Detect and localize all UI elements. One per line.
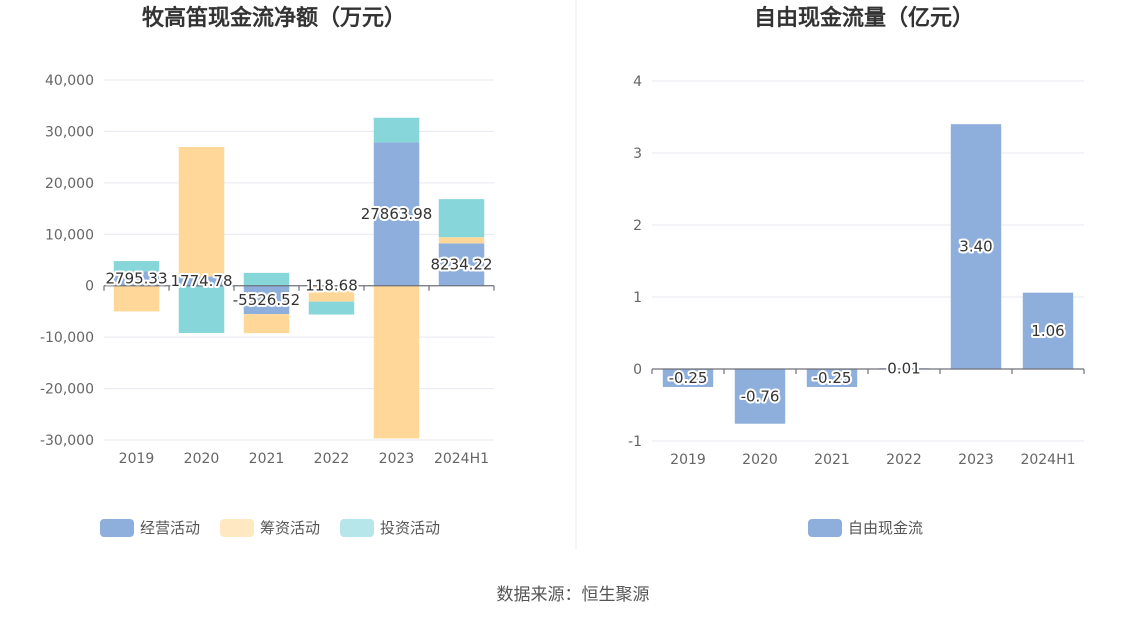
y-tick-label: 40,000 — [45, 73, 94, 89]
x-tick-label: 2021 — [814, 452, 850, 468]
y-tick-label: 30,000 — [45, 124, 94, 140]
x-tick-label: 2022 — [886, 452, 922, 468]
chart2-bars — [662, 124, 1074, 424]
chart2-legend: 自由现金流 — [808, 519, 923, 537]
bar-financing-2019 — [113, 285, 160, 312]
legend-item-fcf[interactable]: 自由现金流 — [808, 519, 923, 537]
data-label: -0.25 — [669, 369, 708, 387]
legend-swatch — [100, 519, 134, 537]
chart1-data-labels: 2795.33 1774.78-5526.52 118.68 27863.98 8234… — [103, 203, 494, 311]
bar-investing-2023 — [373, 117, 420, 143]
x-tick-label: 2019 — [670, 452, 706, 468]
chart2-title: 自由现金流量（亿元） — [754, 5, 974, 31]
bar-financing-2022 — [308, 285, 355, 302]
legend-swatch — [808, 519, 842, 537]
chart1-legend: 经营活动 筹资活动 投资活动 — [100, 519, 440, 537]
y-tick-label: -10,000 — [40, 330, 94, 346]
data-label: 27863.98 — [361, 205, 433, 223]
y-tick-label: -1 — [628, 434, 642, 450]
bar-fcf-2019 — [662, 369, 714, 387]
data-label: -0.25 — [813, 369, 852, 387]
legend-swatch — [220, 519, 254, 537]
data-label: -0.76 — [741, 387, 780, 405]
legend-swatch — [340, 519, 374, 537]
chart2-data-labels: -0.25 -0.76 -0.25 0.01 3.40 1.06 — [667, 236, 1067, 408]
y-tick-label: 0 — [85, 279, 94, 295]
bar-operating-2023 — [373, 142, 420, 286]
legend-label: 经营活动 — [140, 519, 200, 537]
bar-fcf-2024H1 — [1022, 292, 1074, 369]
x-tick-label: 2020 — [184, 451, 220, 467]
x-tick-label: 2019 — [119, 451, 155, 467]
x-tick-label: 2023 — [958, 452, 994, 468]
bar-financing-2021 — [243, 314, 290, 334]
legend-item-investing[interactable]: 投资活动 — [340, 519, 440, 537]
bar-financing-2024H1 — [438, 237, 485, 244]
bar-fcf-2020 — [734, 369, 786, 424]
x-tick-label: 2024H1 — [434, 451, 489, 467]
y-tick-label: 2 — [633, 218, 642, 234]
legend-label: 投资活动 — [380, 519, 440, 537]
data-label: 118.68 — [305, 276, 358, 294]
data-label: 3.40 — [959, 238, 992, 256]
y-tick-label: 4 — [633, 74, 642, 90]
data-label: -5526.52 — [233, 291, 300, 309]
y-tick-label: 3 — [633, 146, 642, 162]
x-tick-label: 2024H1 — [1020, 452, 1075, 468]
legend-item-operating[interactable]: 经营活动 — [100, 519, 200, 537]
data-source: 数据来源：恒生聚源 — [497, 585, 650, 605]
bar-financing-2023 — [373, 285, 420, 439]
y-tick-label: 20,000 — [45, 176, 94, 192]
bar-investing-2020 — [178, 285, 225, 334]
y-tick-label: 10,000 — [45, 227, 94, 243]
chart2-x-axis: 2019 2020 2021 2022 2023 2024H1 — [651, 368, 1085, 468]
bar-financing-2020 — [178, 146, 225, 277]
legend-label: 筹资活动 — [260, 519, 320, 537]
chart1-gridlines — [104, 79, 494, 441]
x-tick-label: 2022 — [314, 451, 350, 467]
bar-fcf-2021 — [806, 369, 858, 387]
chart1-x-axis: 2019 2020 2021 2022 2023 2024H1 — [103, 285, 495, 467]
chart2-gridlines — [652, 80, 1084, 442]
bar-investing-2022 — [308, 301, 355, 315]
bar-operating-2021 — [243, 285, 290, 315]
x-tick-label: 2023 — [379, 451, 415, 467]
y-tick-label: -30,000 — [40, 433, 94, 449]
y-tick-label: 0 — [633, 362, 642, 378]
chart1-title: 牧高笛现金流净额（万元） — [142, 5, 406, 31]
data-label: 1.06 — [1031, 322, 1064, 340]
data-label: 2795.33 — [105, 270, 167, 288]
bar-fcf-2023 — [950, 124, 1002, 369]
bar-investing-2019 — [113, 261, 160, 272]
cashflow-net-chart: 牧高笛现金流净额（万元） 40,000 30,000 20,000 10,000 0 -1… — [40, 5, 495, 537]
x-tick-label: 2020 — [742, 452, 778, 468]
data-label: 0.01 — [887, 360, 920, 378]
data-label: 8234.22 — [430, 256, 492, 274]
bar-operating-2024H1 — [438, 243, 485, 286]
legend-item-financing[interactable]: 筹资活动 — [220, 519, 320, 537]
bar-investing-2024H1 — [438, 199, 485, 238]
data-label: 1774.78 — [170, 272, 232, 290]
chart2-y-axis: 4 3 2 1 0 -1 — [628, 74, 642, 450]
y-tick-label: 1 — [633, 290, 642, 306]
chart1-bars — [113, 117, 485, 439]
bar-operating-2019 — [113, 271, 160, 286]
bar-operating-2020 — [178, 276, 225, 286]
bar-investing-2021 — [243, 272, 290, 286]
y-tick-label: -20,000 — [40, 382, 94, 398]
x-tick-label: 2021 — [249, 451, 285, 467]
legend-label: 自由现金流 — [848, 519, 923, 537]
chart1-y-axis: 40,000 30,000 20,000 10,000 0 -10,000 -20,000 -… — [40, 73, 94, 449]
